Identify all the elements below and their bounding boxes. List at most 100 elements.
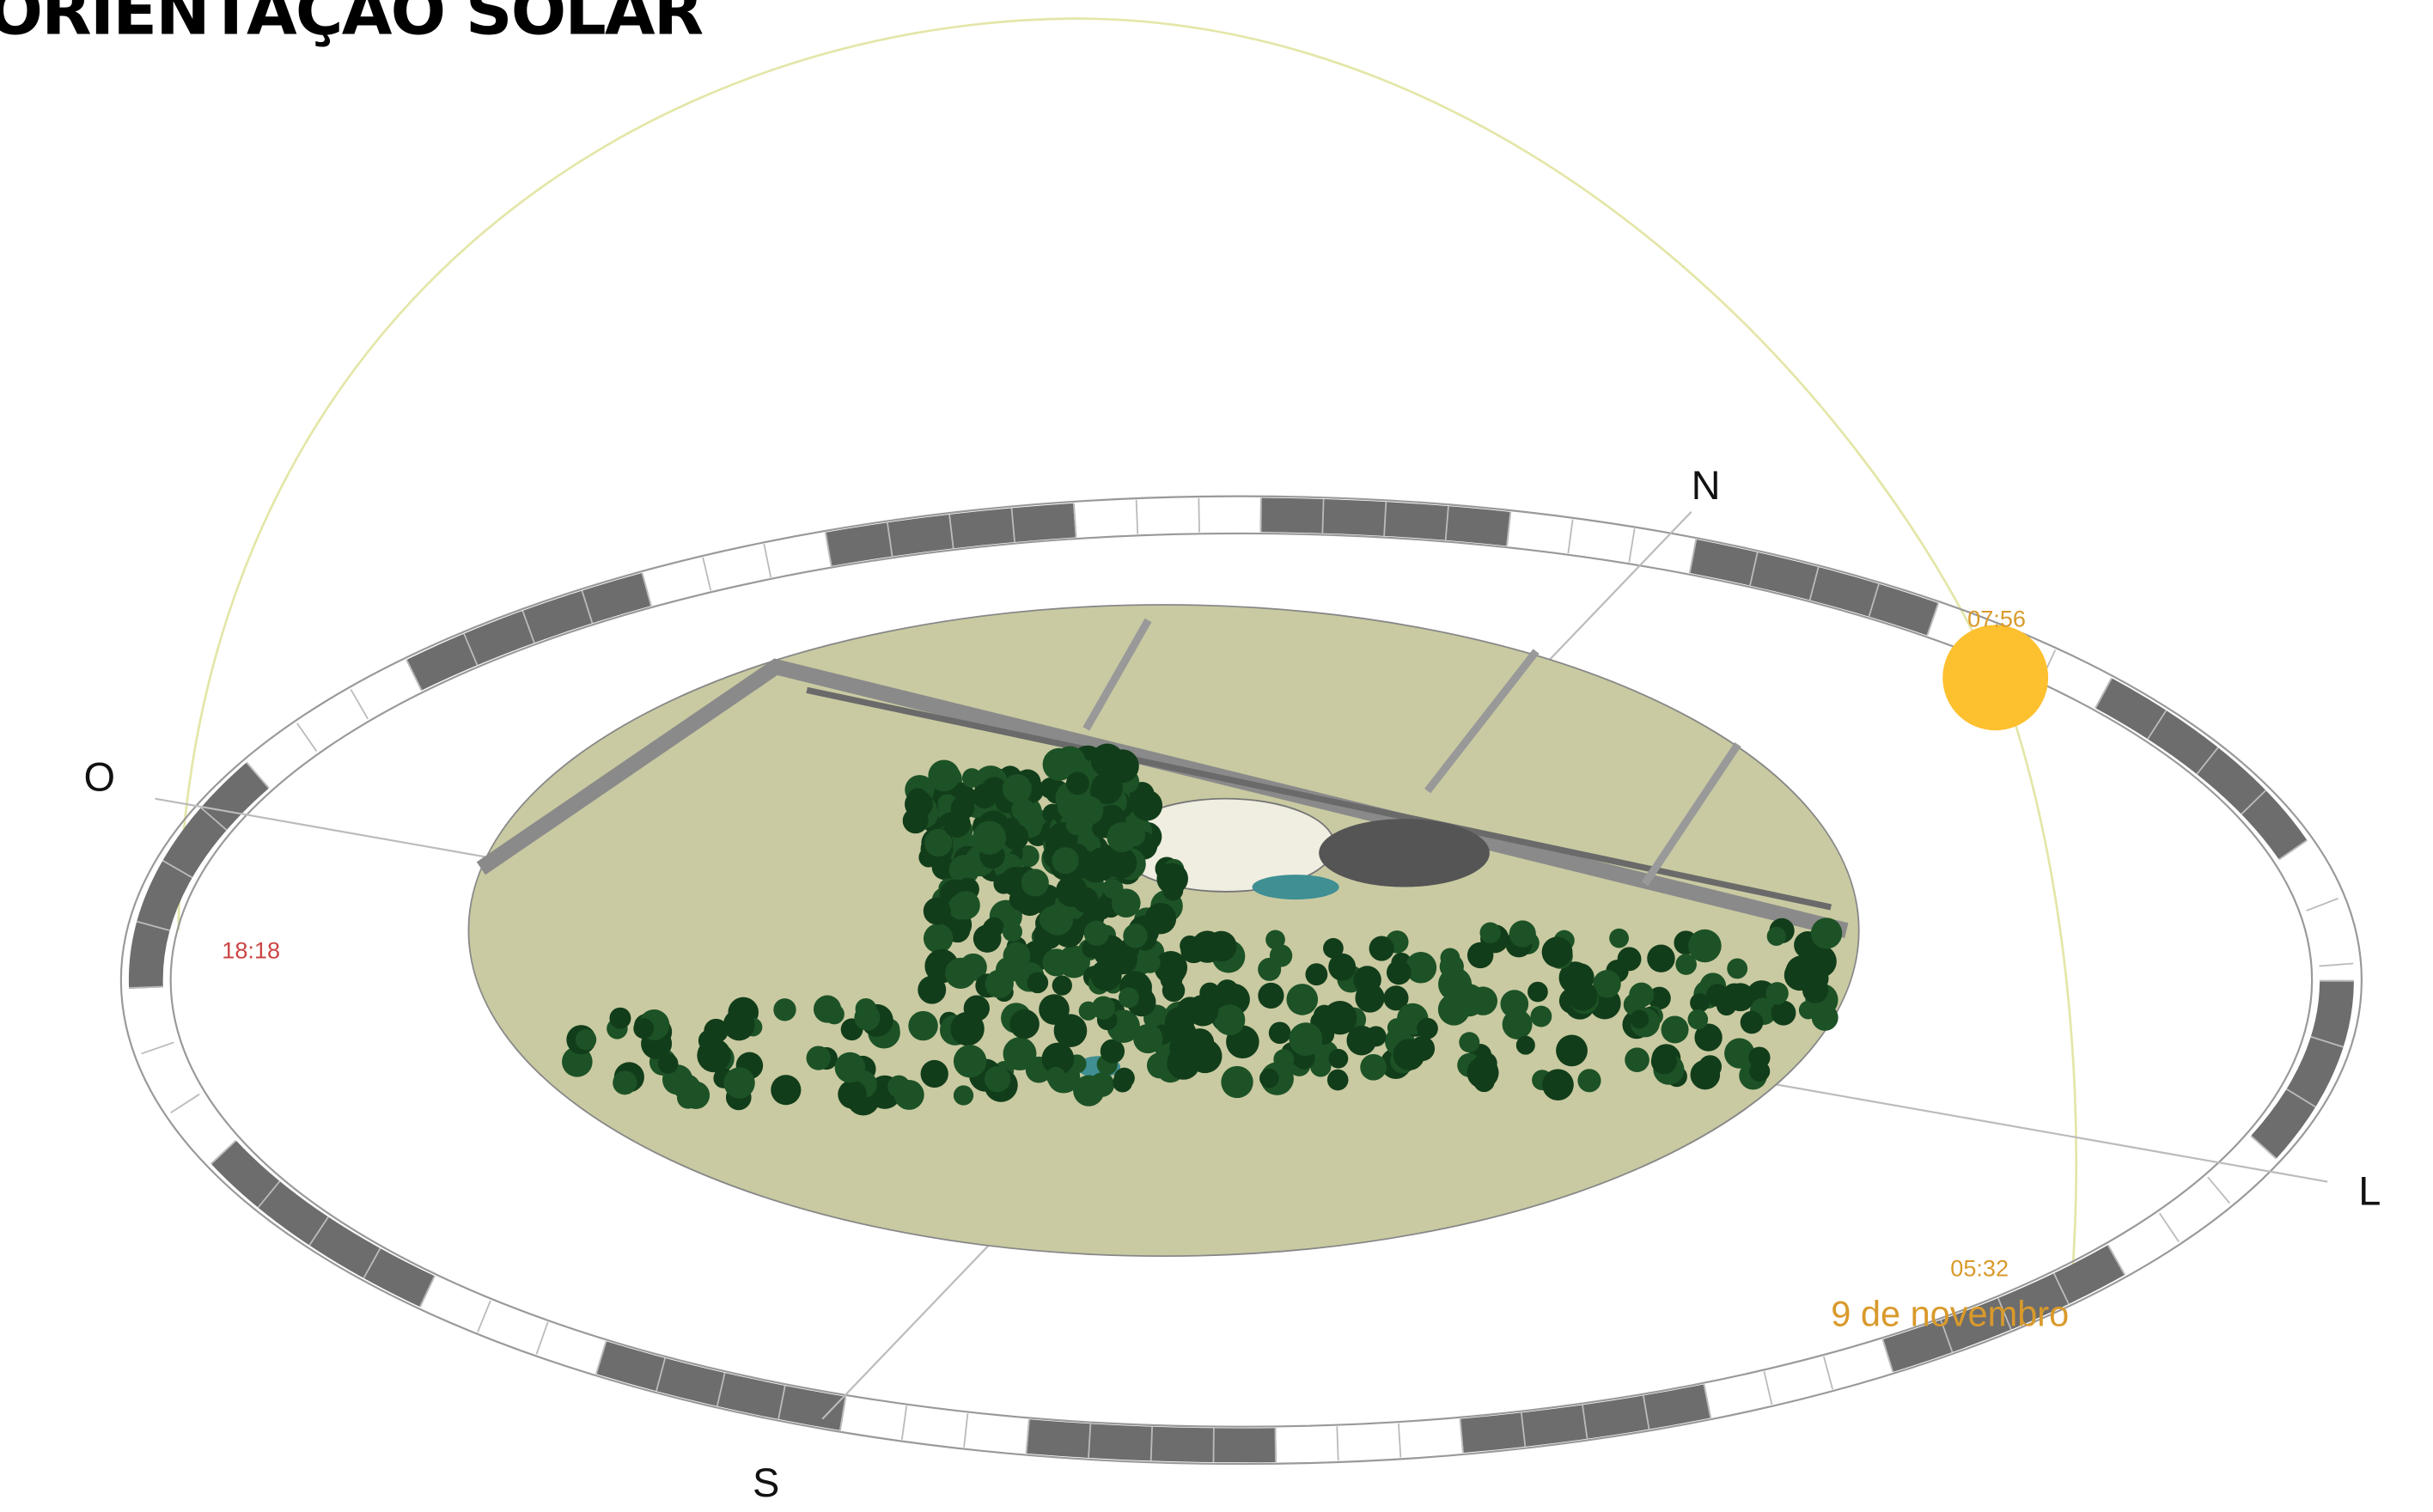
tree [1625, 1047, 1649, 1073]
tree [1009, 1009, 1040, 1040]
tree [1323, 937, 1344, 959]
tree [1176, 997, 1204, 1024]
tree [907, 788, 929, 809]
tree [1811, 1003, 1838, 1031]
tree [1810, 918, 1843, 949]
tree [1328, 953, 1357, 981]
tree [1479, 922, 1501, 943]
tree [1162, 880, 1184, 901]
tree [951, 891, 980, 920]
tree [1002, 823, 1029, 850]
tree [1273, 1049, 1295, 1070]
tree [1648, 986, 1671, 1010]
tree [1002, 922, 1022, 942]
tree [562, 1046, 593, 1077]
north-label: N [1692, 463, 1721, 508]
tree [1072, 887, 1099, 913]
sun [1942, 625, 2049, 731]
tree [1102, 877, 1124, 899]
date: 9 de novembro [1831, 1293, 2069, 1333]
tree [1326, 1069, 1349, 1091]
tree [1527, 981, 1548, 1003]
tree [1459, 1032, 1480, 1053]
tree [1090, 743, 1125, 777]
tree [1265, 930, 1285, 950]
tree [1133, 1023, 1163, 1054]
tree [1405, 952, 1437, 984]
streets [1082, 618, 1741, 887]
tree [923, 897, 951, 925]
tree [1092, 819, 1112, 838]
tree [609, 1007, 631, 1029]
tree [1003, 942, 1031, 970]
tree [1650, 1048, 1677, 1075]
south-label: S [753, 1460, 779, 1505]
tree [813, 995, 842, 1023]
tree [1690, 993, 1710, 1013]
tree [1052, 975, 1072, 996]
tree [1328, 1048, 1349, 1069]
trees [562, 743, 1843, 1116]
road [476, 658, 1849, 938]
tree [1355, 983, 1385, 1013]
tree [1139, 952, 1161, 973]
tree [1162, 979, 1186, 1003]
tree [942, 810, 971, 838]
tree [1158, 958, 1186, 985]
tree [1199, 982, 1221, 1003]
tree [953, 1085, 974, 1106]
tree [773, 998, 796, 1021]
tree [1687, 1009, 1709, 1030]
tree [1630, 1009, 1649, 1029]
tree [1221, 1065, 1253, 1099]
tree [1305, 963, 1328, 986]
tree [920, 1059, 948, 1088]
tree [1106, 847, 1137, 879]
tree [1073, 1075, 1105, 1107]
tree [1289, 1022, 1323, 1056]
tree [1131, 790, 1163, 821]
tree [1091, 996, 1116, 1020]
tree [1541, 936, 1573, 968]
tree [982, 918, 1003, 939]
tree [1144, 902, 1177, 935]
tree [1039, 994, 1070, 1025]
tree [1360, 1053, 1387, 1081]
tree [1393, 1039, 1425, 1071]
tree [963, 995, 990, 1021]
tree [1323, 1000, 1357, 1035]
pond [1252, 875, 1339, 899]
tree [1771, 1000, 1796, 1026]
tree [984, 1066, 1011, 1093]
tree [1123, 924, 1148, 948]
tree [1509, 920, 1536, 948]
tree [981, 777, 1008, 803]
tree [1057, 796, 1078, 819]
tree [1698, 1055, 1723, 1079]
title: ORIENTAÇÃO SOLAR [0, 0, 703, 50]
ring-ticks [128, 497, 2354, 1463]
tree [1169, 1033, 1198, 1063]
tree [838, 1080, 867, 1109]
tree [1269, 944, 1293, 967]
tree [1724, 1038, 1755, 1069]
tree [1046, 1066, 1066, 1087]
tree [1369, 936, 1394, 961]
tree [893, 1079, 924, 1110]
tree [1052, 847, 1079, 875]
tree [1027, 972, 1049, 994]
sun-arc [177, 17, 1996, 931]
tree [1090, 772, 1123, 804]
tree [1500, 990, 1529, 1018]
tree [1113, 1067, 1135, 1089]
sunset-time: 18:18 [222, 937, 280, 964]
tree [1346, 1025, 1377, 1056]
tree [1749, 1060, 1771, 1082]
current-time: 07:56 [1967, 605, 2026, 631]
tree [1567, 981, 1598, 1011]
tree [1766, 926, 1786, 946]
tree [1083, 920, 1110, 947]
tree [1386, 960, 1412, 985]
tree [1041, 1042, 1075, 1076]
